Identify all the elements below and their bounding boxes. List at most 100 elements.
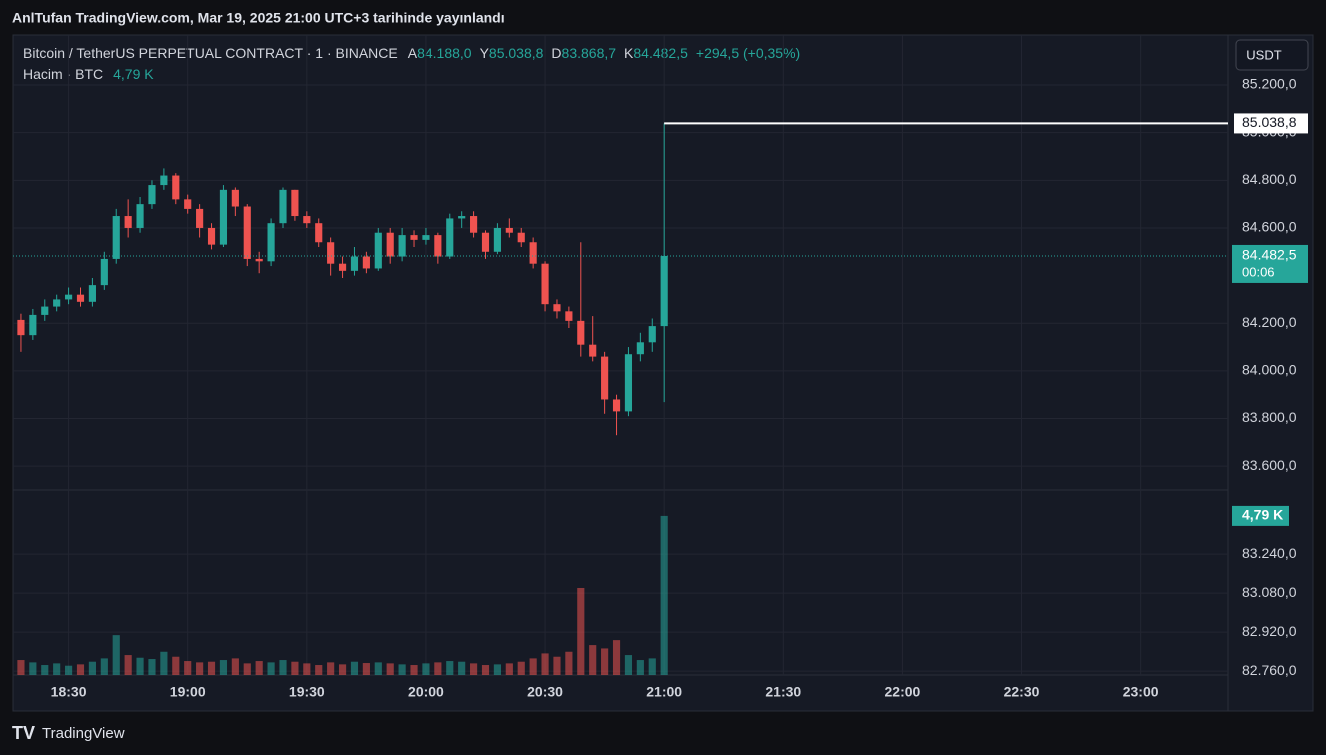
- volume-bar: [553, 656, 561, 675]
- brand-text: TradingView: [42, 725, 125, 742]
- volume-bar: [470, 663, 478, 675]
- x-tick-label: 18:30: [51, 684, 87, 700]
- volume-bar: [160, 651, 168, 675]
- volume-bar: [291, 661, 299, 675]
- volume-bar: [196, 662, 204, 675]
- candle-body: [136, 204, 144, 228]
- candle-body: [267, 223, 275, 262]
- volume-bar: [374, 662, 382, 675]
- volume-bar: [267, 662, 275, 675]
- y2-tick-label: 83.240,0: [1242, 545, 1297, 561]
- ohlc-value: 85.038,8: [489, 45, 544, 61]
- high-label-box: [1234, 113, 1308, 134]
- candle-body: [148, 185, 156, 205]
- volume-value: 4,79 K: [113, 66, 154, 82]
- volume-bar: [601, 648, 609, 675]
- volume-bar: [327, 662, 335, 675]
- y-tick-label: 83.600,0: [1242, 457, 1297, 473]
- volume-bar: [386, 663, 394, 675]
- volume-bar: [172, 656, 180, 675]
- candle-body: [315, 223, 323, 243]
- currency-text: USDT: [1246, 47, 1281, 62]
- volume-bar: [505, 663, 513, 675]
- candle-body: [41, 306, 49, 315]
- y-tick-label: 84.000,0: [1242, 362, 1297, 378]
- x-tick-label: 20:30: [527, 684, 563, 700]
- change: +294,5 (+0,35%): [696, 45, 800, 61]
- y-tick-label: 85.200,0: [1242, 76, 1297, 92]
- candle-body: [434, 235, 442, 257]
- candle-body: [17, 319, 25, 336]
- candle-body: [601, 356, 609, 400]
- volume-legend: Hacim · BTC 4,79 K: [23, 66, 154, 82]
- y-tick-label: 84.200,0: [1242, 314, 1297, 330]
- symbol-legend: Bitcoin / TetherUS PERPETUAL CONTRACT · …: [23, 45, 800, 61]
- volume-bar: [493, 664, 501, 675]
- volume-bar: [362, 663, 370, 675]
- volume-bar: [648, 658, 656, 675]
- volume-bar: [434, 662, 442, 675]
- logo-mark: TV: [12, 723, 35, 743]
- y-tick-label: 84.800,0: [1242, 171, 1297, 187]
- ohlc-key: K: [624, 45, 634, 61]
- candle-body: [196, 208, 204, 228]
- legend: Bitcoin / TetherUS PERPETUAL CONTRACT · …: [23, 45, 800, 82]
- y2-tick-label: 82.920,0: [1242, 623, 1297, 639]
- volume-bar: [410, 665, 418, 675]
- volume-bar: [100, 658, 108, 675]
- volume-bar: [124, 655, 132, 675]
- candle-body: [458, 216, 466, 219]
- y2-tick-label: 82.760,0: [1242, 662, 1297, 678]
- candle-body: [374, 232, 382, 269]
- volume-label: 4,79 K: [1242, 507, 1283, 523]
- candle-body: [553, 304, 561, 312]
- candle-body: [124, 216, 132, 228]
- volume-bar: [17, 660, 25, 675]
- ohlc-value: 84.482,5: [633, 45, 688, 61]
- volume-bar: [65, 665, 73, 675]
- candle-body: [386, 232, 394, 257]
- y-tick-label: 83.800,0: [1242, 409, 1297, 425]
- candle-body: [327, 242, 335, 264]
- candle-body: [255, 258, 263, 262]
- candle-body: [624, 354, 633, 412]
- volume-bar: [279, 660, 287, 675]
- candle-body: [541, 263, 549, 305]
- volume-bar: [338, 664, 347, 675]
- volume-bar: [148, 659, 156, 675]
- volume-bar: [88, 661, 96, 675]
- candle-body: [207, 227, 216, 245]
- volume-bar: [458, 661, 466, 675]
- volume-bar: [577, 587, 585, 675]
- candle-body: [88, 285, 96, 302]
- candle-body: [470, 216, 478, 233]
- x-tick-label: 19:00: [170, 684, 206, 700]
- volume-bar: [207, 661, 216, 675]
- candle-body: [53, 299, 61, 307]
- volume-bar: [243, 663, 251, 675]
- candle-body: [112, 216, 120, 259]
- candle-body: [612, 399, 621, 412]
- volume-bar: [112, 635, 120, 675]
- volume-bar: [660, 515, 668, 675]
- x-tick-label: 21:00: [646, 684, 682, 700]
- countdown: 00:06: [1242, 264, 1275, 279]
- volume-bar: [589, 645, 597, 675]
- candle-body: [398, 235, 406, 257]
- volume-bar: [481, 665, 490, 675]
- candle-body: [362, 256, 370, 269]
- x-tick-label: 19:30: [289, 684, 325, 700]
- x-tick-label: 23:00: [1123, 684, 1159, 700]
- candle-body: [589, 344, 597, 357]
- candle-body: [243, 206, 251, 259]
- candle-body: [172, 175, 180, 200]
- currency-button[interactable]: [1235, 39, 1309, 71]
- published-text: AnlTufan TradingView.com, Mar 19, 2025 2…: [12, 10, 505, 26]
- candle-body: [648, 326, 656, 343]
- x-tick-label: 22:30: [1004, 684, 1040, 700]
- candle-body: [219, 189, 228, 245]
- x-tick-label: 22:00: [885, 684, 921, 700]
- volume-bar: [422, 663, 430, 675]
